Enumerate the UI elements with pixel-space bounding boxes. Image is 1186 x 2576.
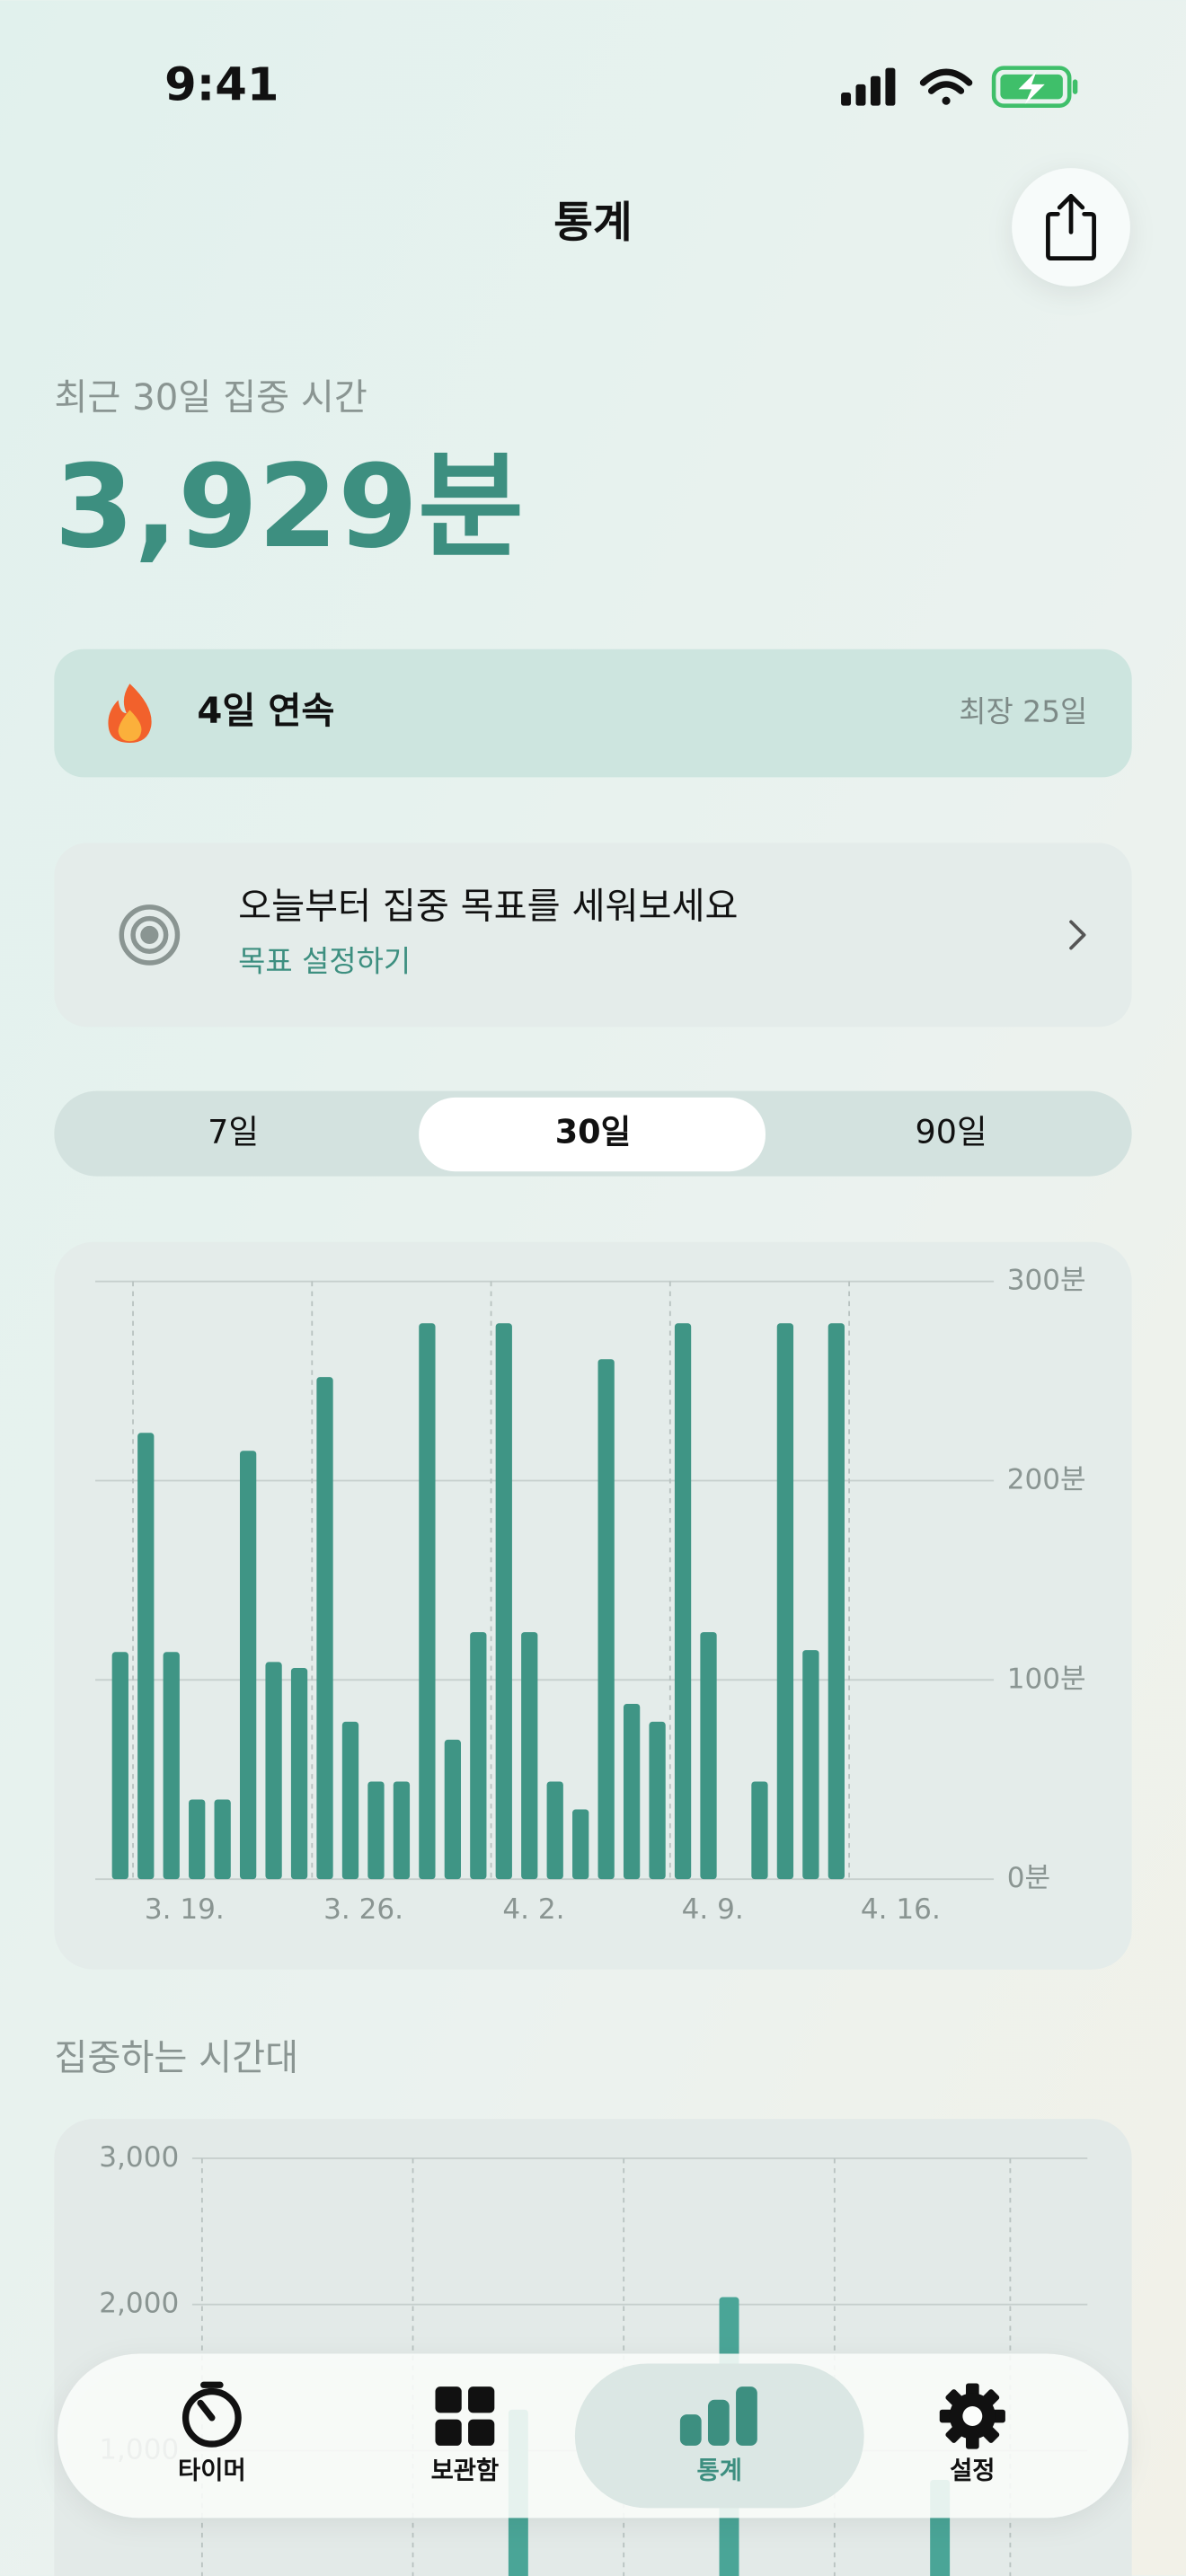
bar (341, 1721, 359, 1880)
tab-icon (679, 2386, 757, 2446)
bar (163, 1652, 180, 1880)
streak-best: 최장 25일 (959, 694, 1087, 729)
icon-shape (435, 2386, 462, 2413)
tab-label: 통계 (697, 2457, 742, 2485)
y-tick-label: 200분 (1007, 1464, 1086, 1496)
icon-shape (435, 2419, 462, 2446)
bar (700, 1632, 717, 1880)
tab-icon (181, 2381, 242, 2448)
fire-icon (108, 684, 152, 744)
bar (470, 1632, 487, 1880)
y-tick-label: 2,000 (99, 2288, 179, 2320)
streak-current: 4일 연속 (197, 691, 334, 732)
range-selected (419, 1097, 766, 1172)
bar (776, 1323, 794, 1880)
icon-shape (966, 2435, 979, 2449)
tab-label: 보관함 (431, 2457, 500, 2485)
bar (623, 1703, 641, 1880)
y-tick-label: 0분 (1007, 1862, 1050, 1894)
summary-label: 최근 30일 집중 시간 (54, 377, 367, 419)
icon-shape (992, 2409, 1005, 2423)
icon-shape (962, 2406, 983, 2426)
icon-shape (939, 2409, 953, 2423)
bar (290, 1668, 308, 1880)
signal-icon (841, 67, 896, 106)
icon-shape (468, 2386, 495, 2413)
y-tick-label: 100분 (1007, 1663, 1086, 1695)
icon-shape (468, 2419, 495, 2446)
icon-shape (707, 2399, 730, 2446)
x-tick-label: 4. 9. (682, 1893, 744, 1926)
bar (674, 1323, 692, 1880)
bar (239, 1451, 257, 1880)
bar (111, 1652, 128, 1880)
icon-shape (181, 2387, 242, 2448)
battery-icon (991, 66, 1078, 108)
tab-bar: 타이머 보관함 통계 설정 (57, 2353, 1129, 2519)
share-button[interactable] (1012, 168, 1130, 287)
tab-item[interactable]: 통계 (679, 2386, 757, 2485)
bar (214, 1799, 231, 1880)
summary-total: 3,929분 (54, 440, 524, 574)
y-tick-label: 300분 (1007, 1265, 1086, 1297)
bar (751, 1781, 768, 1880)
x-tick-label: 4. 16. (861, 1893, 941, 1926)
goal-action: 목표 설정하기 (238, 944, 411, 979)
streak-card: 4일 연속 최장 25일 (54, 648, 1132, 778)
bar (649, 1721, 666, 1880)
goal-title: 오늘부터 집중 목표를 세워보세요 (238, 887, 738, 928)
icon-shape (679, 2414, 702, 2446)
icon-shape (966, 2383, 979, 2397)
page-title: 통계 (553, 198, 632, 248)
goal-card[interactable]: 오늘부터 집중 목표를 세워보세요 목표 설정하기 (54, 842, 1132, 1028)
bar (367, 1781, 385, 1880)
tab-icon (939, 2383, 1005, 2449)
tab-item[interactable]: 설정 (939, 2383, 1005, 2485)
range-option[interactable]: 90일 (915, 1113, 987, 1151)
tab-icon (435, 2386, 495, 2446)
bar (137, 1433, 155, 1880)
bar (444, 1739, 461, 1880)
bar (828, 1323, 845, 1880)
bar (189, 1799, 206, 1880)
bar (521, 1632, 538, 1880)
range-option[interactable]: 30일 (555, 1113, 631, 1151)
tab-item[interactable]: 타이머 (178, 2381, 246, 2485)
bar (419, 1323, 436, 1880)
bar (597, 1359, 615, 1880)
bar (316, 1377, 333, 1880)
bar (572, 1809, 589, 1880)
range-tabs: 7일 30일 90일 (54, 1090, 1132, 1177)
status-bar: 9:41 (164, 58, 1078, 112)
bar (265, 1662, 282, 1880)
tab-item[interactable]: 보관함 (431, 2386, 500, 2485)
wifi-icon (919, 68, 973, 105)
bar (802, 1650, 819, 1880)
chevron (1069, 920, 1086, 950)
section-title: 집중하는 시간대 (54, 2037, 298, 2078)
y-tick-label: 3,000 (99, 2141, 179, 2174)
x-tick-label: 4. 2. (502, 1893, 564, 1926)
x-tick-label: 3. 19. (145, 1893, 225, 1926)
bar (495, 1323, 512, 1880)
range-option[interactable]: 7일 (208, 1113, 259, 1151)
icon-shape (736, 2386, 757, 2446)
tab-label: 설정 (950, 2457, 995, 2485)
tab-label: 타이머 (178, 2457, 246, 2485)
x-tick-label: 3. 26. (323, 1893, 403, 1926)
target-icon (119, 904, 181, 966)
icon-shape (197, 2399, 216, 2422)
bar (393, 1781, 411, 1880)
clock: 9:41 (164, 58, 279, 112)
bar (546, 1781, 563, 1880)
